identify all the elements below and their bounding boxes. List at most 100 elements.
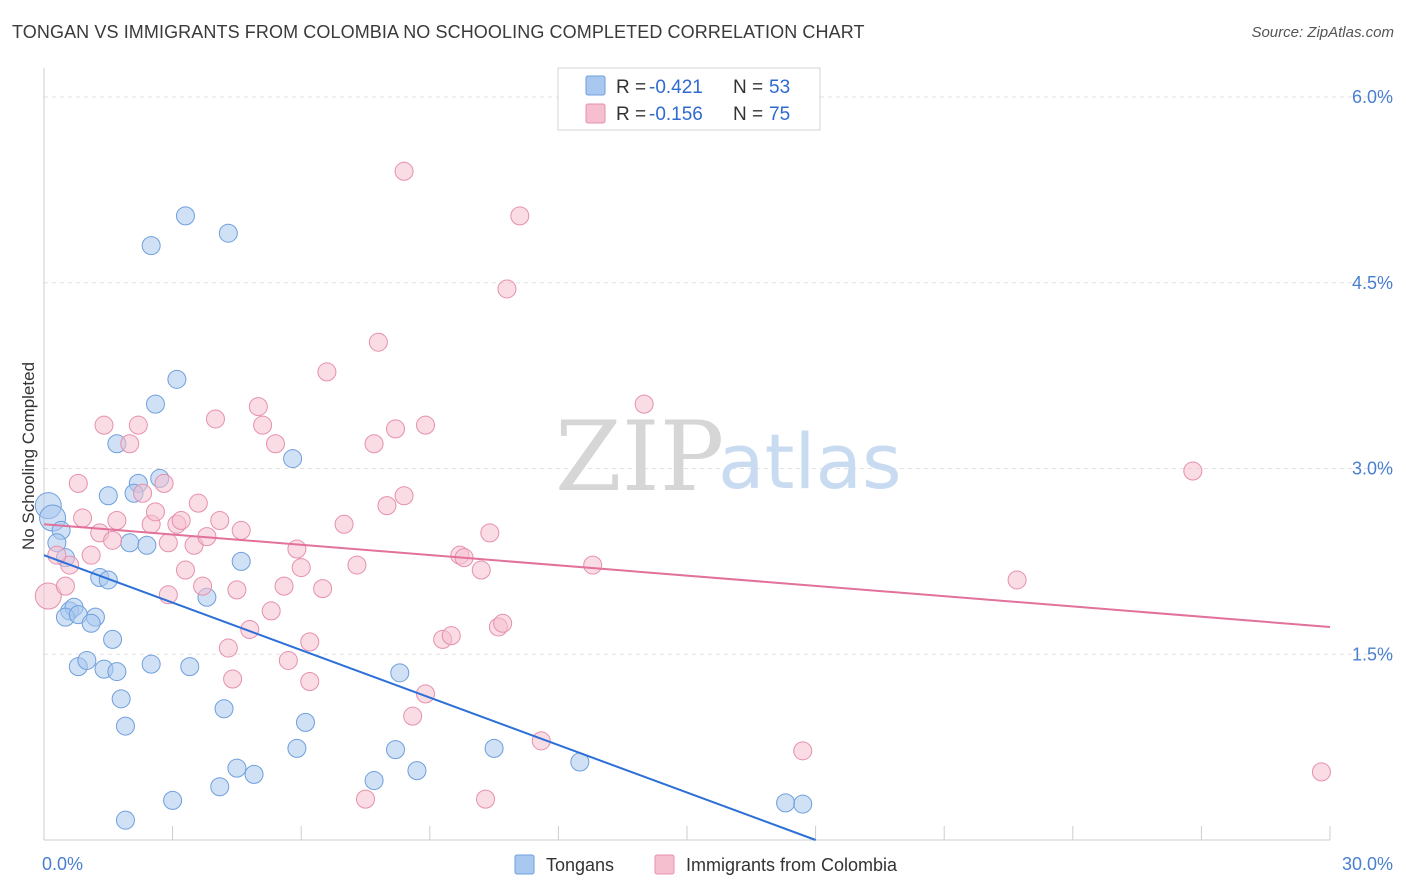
data-point-colombia [476,789,496,809]
data-point-tongans [386,740,406,760]
data-point-colombia [128,415,148,435]
y-tick-label: 1.5% [1352,644,1393,664]
legend-r-value: -0.421 [649,77,703,98]
watermark-zip: ZIP [555,401,724,513]
y-tick-label: 4.5% [1352,273,1393,293]
data-point-tongans [364,771,384,791]
data-point-colombia [265,434,285,454]
data-point-colombia [441,626,461,646]
data-point-colombia [1007,570,1027,590]
data-point-colombia [497,279,517,299]
series-legend: Tongans Immigrants from Colombia [514,854,898,875]
data-point-colombia [261,601,281,621]
data-point-colombia [55,576,75,596]
data-point-tongans [98,486,118,506]
watermark-atlas: atlas [718,417,902,506]
legend-n-value: 53 [769,77,790,98]
data-point-tongans [231,551,251,571]
x-tick-labels: 0.0% 30.0% [42,854,1393,874]
data-point-tongans [793,794,813,814]
data-point-tongans [167,369,187,389]
data-point-colombia [68,473,88,493]
legend-n-value: 75 [769,104,790,125]
data-point-colombia [231,520,251,540]
data-point-colombia [480,523,500,543]
data-point-colombia [278,650,298,670]
data-point-tongans [175,206,195,226]
legend-n-label: N = [733,77,763,98]
data-point-tongans [163,790,183,810]
data-point-colombia [175,560,195,580]
data-point-colombia [334,514,354,534]
data-point-colombia [377,496,397,516]
legend-swatch-colombia [585,103,606,124]
trend-line-tongans [43,554,816,841]
data-point-tongans [214,699,234,719]
points-layer [34,161,1331,830]
data-point-colombia [158,533,178,553]
data-point-colombia [188,493,208,513]
data-point-colombia [205,409,225,429]
data-point-tongans [295,712,315,732]
data-point-colombia [120,434,140,454]
data-point-colombia [386,419,406,439]
y-tick-labels: 1.5% 3.0% 4.5% 6.0% [1352,87,1393,664]
data-point-colombia [394,161,414,181]
data-point-tongans [407,761,427,781]
grid-layer [43,96,1390,840]
data-point-tongans [484,738,504,758]
data-point-colombia [291,558,311,578]
data-point-tongans [120,533,140,553]
data-point-tongans [287,738,307,758]
data-point-colombia [300,632,320,652]
data-point-colombia [300,671,320,691]
data-point-colombia [634,394,654,414]
legend-label-tongans: Tongans [546,855,614,875]
data-point-tongans [115,716,135,736]
data-point-colombia [347,555,367,575]
data-point-colombia [210,511,230,531]
data-point-colombia [248,397,268,417]
data-point-tongans [103,629,123,649]
trend-layer [43,523,1331,841]
data-point-colombia [1311,762,1331,782]
data-point-colombia [313,579,333,599]
data-point-colombia [171,511,191,531]
x-tick-label: 0.0% [42,854,83,874]
legend-r-label: R = [616,104,646,125]
chart-title: TONGAN VS IMMIGRANTS FROM COLOMBIA NO SC… [12,22,865,42]
data-point-tongans [111,689,131,709]
data-point-colombia [227,580,247,600]
axis-layer [43,68,1330,841]
source-label: Source: ZipAtlas.com [1251,24,1394,41]
correlation-legend: R = -0.421 N = 53 R = -0.156 N = 75 [557,67,821,131]
data-point-tongans [244,764,264,784]
data-point-colombia [493,613,513,633]
data-point-tongans [218,223,238,243]
data-point-tongans [180,657,200,677]
data-point-colombia [193,576,213,596]
data-point-colombia [416,415,436,435]
data-point-tongans [227,758,247,778]
data-point-colombia [287,539,307,559]
legend-swatch-tongans [585,75,606,96]
data-point-colombia [47,545,67,565]
legend-r-label: R = [616,77,646,98]
x-tick-label: 30.0% [1342,854,1393,874]
data-point-colombia [394,486,414,506]
data-point-tongans [137,535,157,555]
data-point-tongans [115,810,135,830]
data-point-colombia [240,619,260,639]
legend-swatch-tongans [514,854,535,875]
data-point-colombia [583,555,603,575]
data-point-colombia [145,502,165,522]
data-point-colombia [81,545,101,565]
y-tick-label: 6.0% [1352,87,1393,107]
data-point-colombia [73,508,93,528]
data-point-tongans [107,662,127,682]
data-point-colombia [223,669,243,689]
data-point-colombia [218,638,238,658]
data-point-colombia [103,530,123,550]
data-point-colombia [317,362,337,382]
